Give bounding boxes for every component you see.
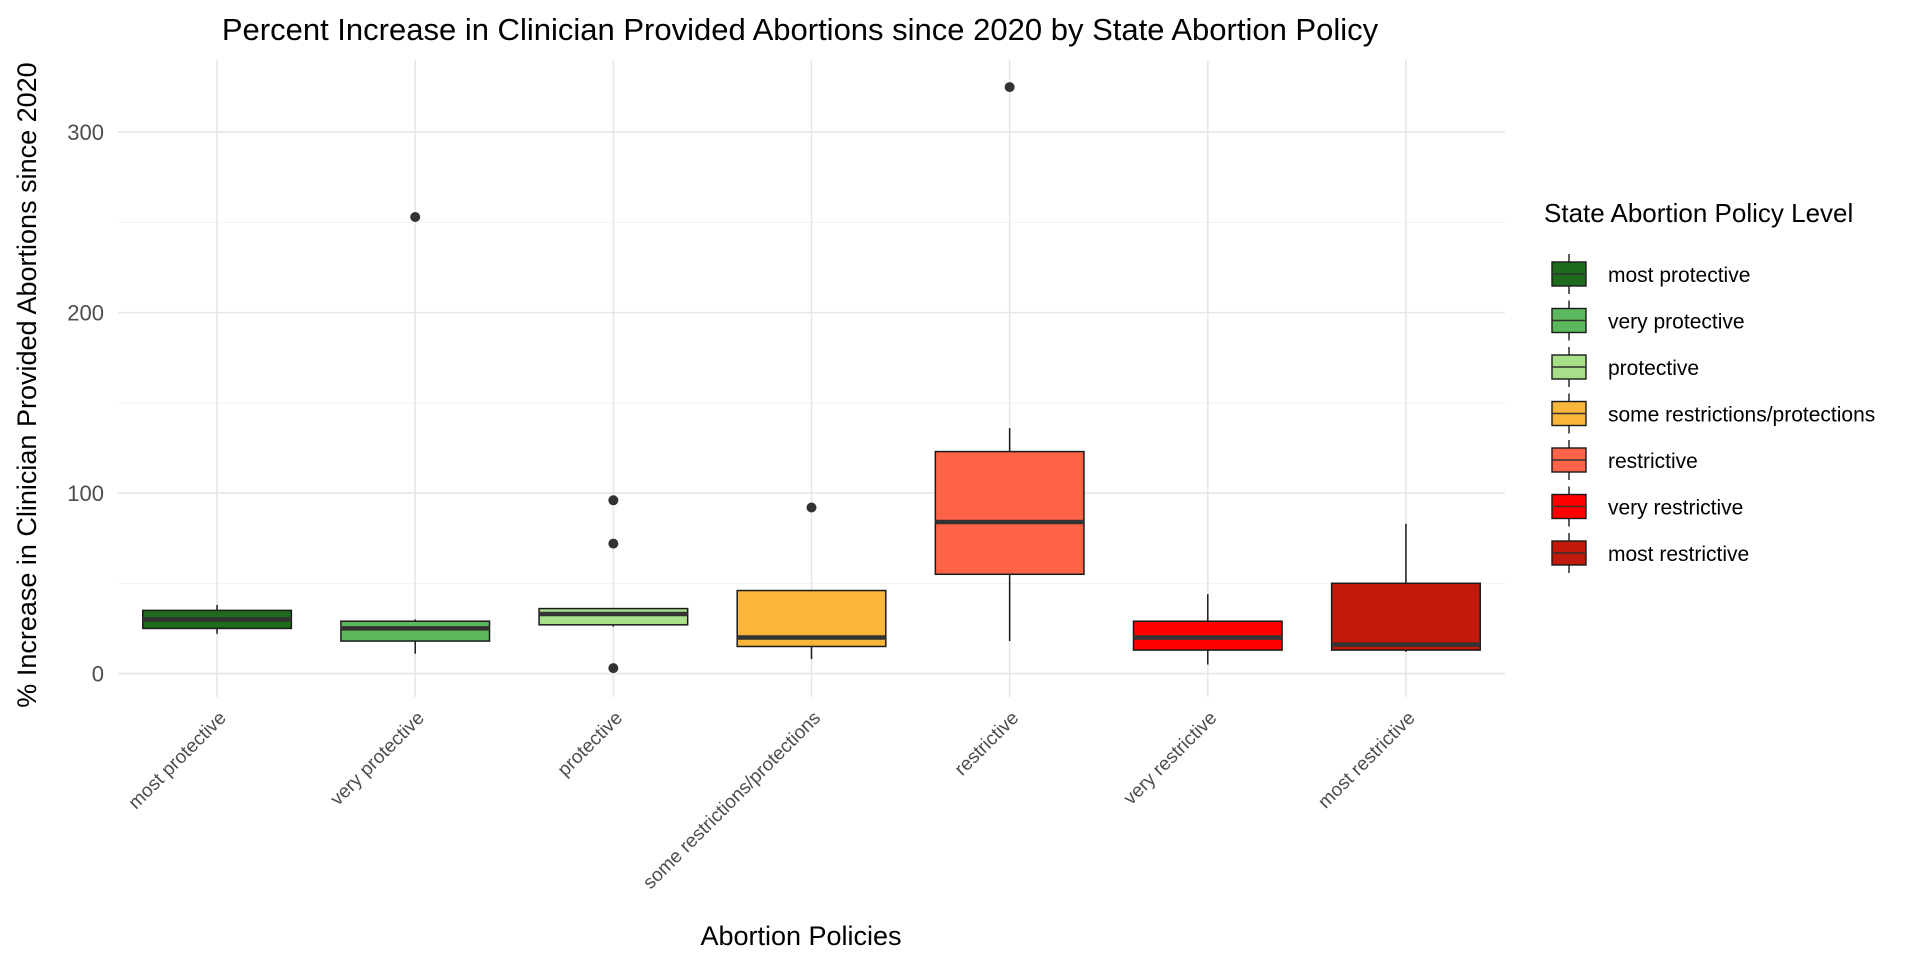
box-group (1132, 594, 1283, 665)
box (1330, 582, 1481, 651)
legend-key (1551, 300, 1587, 341)
box (340, 620, 491, 642)
outlier-point (608, 538, 619, 549)
box-group (340, 211, 491, 654)
legend-key (1551, 486, 1587, 527)
y-tick-label: 200 (67, 301, 104, 326)
box-group (142, 604, 293, 634)
y-tick-label: 100 (67, 481, 104, 506)
x-tick-label: most restrictive (1314, 708, 1419, 813)
x-tick-label: very restrictive (1120, 708, 1221, 809)
x-tick-label: protective (554, 708, 627, 781)
box-group (538, 495, 689, 674)
x-tick-label: some restrictions/protections (639, 708, 825, 894)
x-tick-label: most protective (125, 708, 231, 814)
legend-label: protective (1608, 357, 1699, 380)
outlier-point (410, 211, 421, 222)
box (538, 607, 689, 626)
chart-title: Percent Increase in Clinician Provided A… (222, 12, 1379, 47)
legend-key (1551, 347, 1587, 387)
legend-label: restrictive (1608, 450, 1698, 473)
y-tick-label: 0 (92, 662, 104, 687)
outlier-point (608, 663, 619, 674)
legend-label: most restrictive (1608, 543, 1749, 566)
box-group (736, 502, 887, 660)
outlier-point (806, 502, 817, 513)
box-group (934, 82, 1085, 642)
y-axis-title: % Increase in Clinician Provided Abortio… (12, 62, 42, 707)
legend-label: very protective (1608, 311, 1745, 334)
x-tick-label: very protective (327, 708, 429, 810)
box-group (1330, 523, 1481, 652)
legend-label: very restrictive (1608, 497, 1743, 520)
legend-key (1551, 440, 1587, 480)
y-tick-label: 300 (67, 120, 104, 145)
legend-label: most protective (1608, 264, 1750, 287)
legend-label: some restrictions/protections (1608, 404, 1875, 427)
box (934, 450, 1085, 576)
legend-key (1551, 254, 1587, 294)
legend-title: State Abortion Policy Level (1544, 198, 1853, 228)
outlier-point (1004, 82, 1015, 93)
legend-key (1551, 393, 1587, 434)
legend-key (1551, 533, 1587, 573)
x-tick-label: restrictive (951, 708, 1023, 780)
x-axis-title: Abortion Policies (700, 921, 901, 951)
outlier-point (608, 495, 619, 506)
